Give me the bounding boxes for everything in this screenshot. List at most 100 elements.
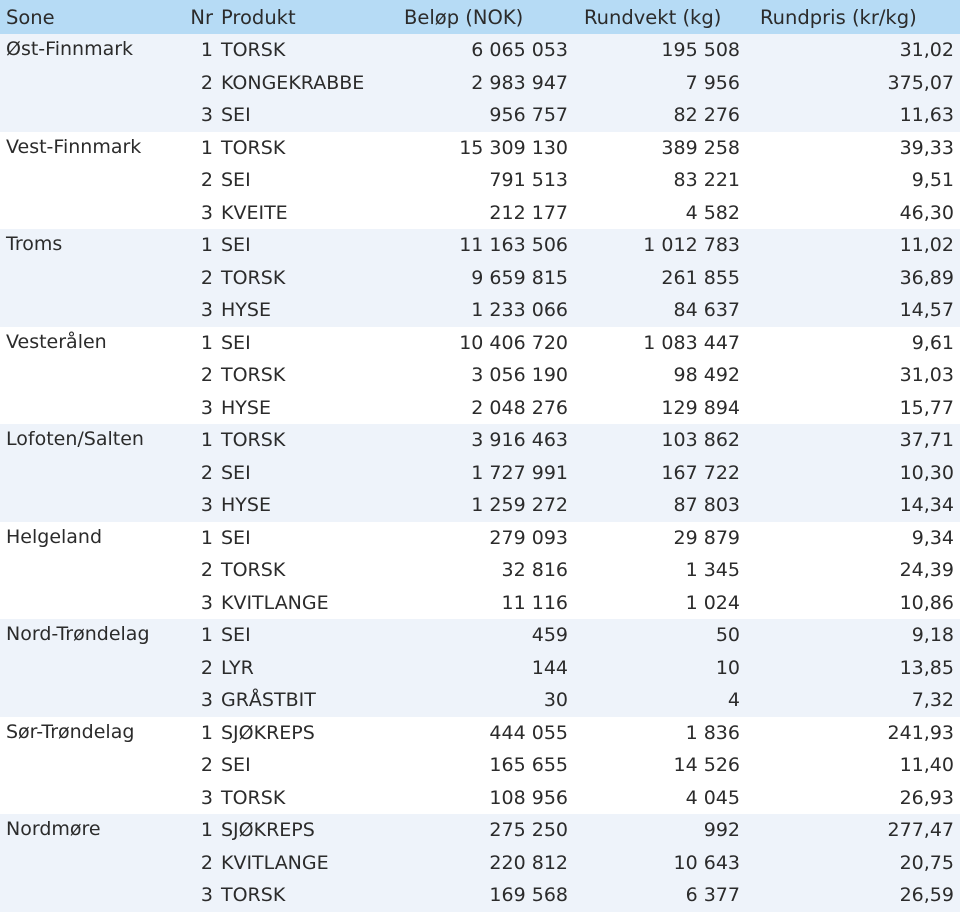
table-row: Sør-Trøndelag 1 SJØKREPS 444 055 1 836 241,93 bbox=[0, 716, 960, 749]
product-cell: SJØKREPS bbox=[221, 721, 315, 744]
round-price-cell: 277,47 bbox=[887, 819, 954, 842]
round-weight-cell: 4 bbox=[727, 689, 740, 712]
rank-cell: 2 bbox=[200, 364, 213, 387]
round-price-cell: 10,30 bbox=[899, 461, 954, 484]
product-cell: SEI bbox=[221, 169, 251, 192]
round-price-cell: 37,71 bbox=[899, 429, 954, 452]
amount-cell: 30 bbox=[543, 689, 568, 712]
product-cell: KVEITE bbox=[221, 201, 288, 224]
column-header-belop: Beløp (NOK) bbox=[404, 5, 524, 29]
product-cell: TORSK bbox=[221, 884, 286, 907]
product-cell: KONGEKRABBE bbox=[221, 71, 365, 94]
rank-cell: 2 bbox=[200, 656, 213, 679]
zone-name-cell: Helgeland bbox=[6, 525, 103, 548]
product-cell: HYSE bbox=[221, 299, 271, 322]
round-price-cell: 9,18 bbox=[911, 624, 954, 647]
round-price-cell: 9,51 bbox=[911, 169, 954, 192]
amount-cell: 108 956 bbox=[489, 786, 568, 809]
product-cell: SEI bbox=[221, 331, 251, 354]
table-row: Nord-Trøndelag 1 SEI 459 50 9,18 bbox=[0, 619, 960, 652]
round-weight-cell: 129 894 bbox=[661, 396, 740, 419]
header-row: Sone Nr Produkt Beløp (NOK) Rundvekt (kg… bbox=[0, 0, 960, 34]
product-cell: GRÅSTBIT bbox=[221, 689, 316, 712]
amount-cell: 3 916 463 bbox=[471, 429, 568, 452]
round-weight-cell: 992 bbox=[703, 819, 740, 842]
zone-name-cell: Øst-Finnmark bbox=[6, 38, 134, 60]
amount-cell: 1 233 066 bbox=[471, 299, 568, 322]
round-weight-cell: 4 582 bbox=[685, 201, 740, 224]
rank-cell: 2 bbox=[200, 461, 213, 484]
rank-cell: 3 bbox=[200, 591, 213, 614]
round-weight-cell: 10 643 bbox=[673, 851, 740, 874]
product-cell: TORSK bbox=[221, 136, 286, 159]
product-cell: SEI bbox=[221, 104, 251, 127]
rank-cell: 1 bbox=[200, 526, 213, 549]
round-price-cell: 14,34 bbox=[899, 494, 954, 517]
amount-cell: 169 568 bbox=[489, 884, 568, 907]
zone-name-cell: Vesterålen bbox=[6, 330, 107, 353]
zone-group: Lofoten/Salten 1 TORSK 3 916 463 103 862 37,7… bbox=[0, 424, 960, 522]
amount-cell: 32 816 bbox=[501, 559, 568, 582]
round-price-cell: 24,39 bbox=[899, 559, 954, 582]
zone-group: Vest-Finnmark 1 TORSK 15 309 130 389 258 39,3… bbox=[0, 131, 960, 229]
product-cell: KVITLANGE bbox=[221, 851, 329, 874]
product-cell: TORSK bbox=[221, 266, 286, 289]
rank-cell: 3 bbox=[200, 689, 213, 712]
round-weight-cell: 50 bbox=[715, 624, 740, 647]
table-row: Vesterålen 1 SEI 10 406 720 1 083 447 9,61 bbox=[0, 326, 960, 359]
zone-group: Nordmøre 1 SJØKREPS 275 250 992 277,47 2 KVITLA… bbox=[0, 814, 960, 912]
rank-cell: 3 bbox=[200, 786, 213, 809]
round-price-cell: 9,34 bbox=[911, 526, 954, 549]
rank-cell: 2 bbox=[200, 266, 213, 289]
product-cell: TORSK bbox=[221, 786, 286, 809]
round-price-cell: 31,02 bbox=[899, 39, 954, 62]
amount-cell: 11 163 506 bbox=[459, 234, 568, 257]
amount-cell: 2 983 947 bbox=[471, 71, 568, 94]
product-cell: TORSK bbox=[221, 559, 286, 582]
amount-cell: 3 056 190 bbox=[471, 364, 568, 387]
rank-cell: 3 bbox=[200, 201, 213, 224]
rank-cell: 1 bbox=[200, 429, 213, 452]
amount-cell: 11 116 bbox=[501, 591, 568, 614]
product-cell: LYR bbox=[221, 656, 254, 679]
table-header: Sone Nr Produkt Beløp (NOK) Rundvekt (kg… bbox=[0, 0, 960, 34]
product-cell: SEI bbox=[221, 461, 251, 484]
round-weight-cell: 29 879 bbox=[673, 526, 740, 549]
round-weight-cell: 98 492 bbox=[673, 364, 740, 387]
product-cell: TORSK bbox=[221, 364, 286, 387]
rank-cell: 1 bbox=[200, 721, 213, 744]
zone-group: Vesterålen 1 SEI 10 406 720 1 083 447 9,61 2 TO… bbox=[0, 326, 960, 424]
round-weight-cell: 389 258 bbox=[661, 136, 740, 159]
zone-group: Sør-Trøndelag 1 SJØKREPS 444 055 1 836 241,93… bbox=[0, 716, 960, 814]
column-header-sone: Sone bbox=[6, 5, 55, 29]
amount-cell: 10 406 720 bbox=[459, 331, 568, 354]
round-price-cell: 375,07 bbox=[887, 71, 954, 94]
table-row: Helgeland 1 SEI 279 093 29 879 9,34 bbox=[0, 521, 960, 554]
amount-cell: 144 bbox=[531, 656, 568, 679]
round-price-cell: 11,02 bbox=[899, 234, 954, 257]
rank-cell: 2 bbox=[200, 851, 213, 874]
amount-cell: 791 513 bbox=[489, 169, 568, 192]
table-row: Troms 1 SEI 11 163 506 1 012 783 11,02 bbox=[0, 229, 960, 262]
round-price-cell: 9,61 bbox=[911, 331, 954, 354]
product-cell: SEI bbox=[221, 754, 251, 777]
column-header-rundpris: Rundpris (kr/kg) bbox=[760, 5, 917, 29]
round-price-cell: 15,77 bbox=[899, 396, 954, 419]
column-header-nr: Nr bbox=[190, 5, 213, 29]
rank-cell: 3 bbox=[200, 396, 213, 419]
amount-cell: 165 655 bbox=[489, 754, 568, 777]
round-weight-cell: 82 276 bbox=[673, 104, 740, 127]
round-weight-cell: 1 024 bbox=[685, 591, 740, 614]
round-price-cell: 7,32 bbox=[911, 689, 954, 712]
round-weight-cell: 83 221 bbox=[673, 169, 740, 192]
zone-group: Nord-Trøndelag 1 SEI 459 50 9,18 2 LYR 144 10 13,8… bbox=[0, 619, 960, 717]
table-row: Lofoten/Salten 1 TORSK 3 916 463 103 862 37,7… bbox=[0, 424, 960, 457]
round-price-cell: 10,86 bbox=[899, 591, 954, 614]
round-weight-cell: 6 377 bbox=[685, 884, 740, 907]
rank-cell: 3 bbox=[200, 299, 213, 322]
round-weight-cell: 87 803 bbox=[673, 494, 740, 517]
product-cell: SEI bbox=[221, 624, 251, 647]
table-row: Øst-Finnmark 1 TORSK 6 065 053 195 508 31,02 bbox=[0, 34, 960, 67]
rank-cell: 1 bbox=[200, 331, 213, 354]
